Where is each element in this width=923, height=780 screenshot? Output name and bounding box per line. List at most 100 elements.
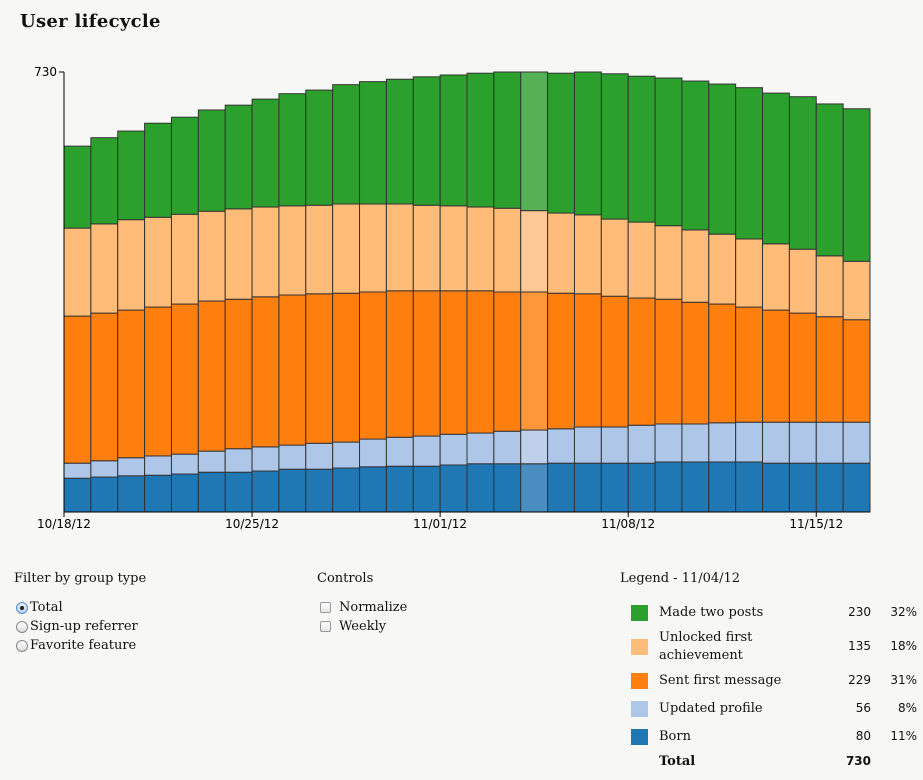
checkbox[interactable] (320, 602, 331, 613)
bar-segment-sent-first-message[interactable] (117, 309, 146, 459)
bar-segment-made-two-posts[interactable] (520, 71, 549, 212)
radio-button-selected[interactable] (16, 601, 28, 614)
bar-segment-sent-first-message[interactable] (224, 298, 253, 450)
bar-segment-updated-profile[interactable] (735, 421, 764, 463)
bar-segment-unlocked-first-achievement[interactable] (359, 203, 387, 293)
bar-segment-unlocked-first-achievement[interactable] (493, 207, 522, 293)
bar-segment-updated-profile[interactable] (573, 426, 602, 464)
bar-segment-updated-profile[interactable] (466, 432, 495, 465)
bar-segment-sent-first-message[interactable] (90, 312, 119, 462)
bar-segment-unlocked-first-achievement[interactable] (412, 204, 441, 292)
bar-segment-born[interactable] (385, 465, 414, 513)
bar-segment-sent-first-message[interactable] (520, 291, 549, 431)
bar-segment-updated-profile[interactable] (385, 436, 414, 467)
bar-segment-made-two-posts[interactable] (278, 93, 307, 207)
bar-segment-made-two-posts[interactable] (493, 71, 522, 209)
bar-segment-sent-first-message[interactable] (842, 319, 871, 423)
bar-segment-made-two-posts[interactable] (627, 75, 656, 223)
bar-segment-updated-profile[interactable] (788, 421, 817, 464)
bar-segment-sent-first-message[interactable] (493, 291, 522, 432)
bar-segment-unlocked-first-achievement[interactable] (600, 218, 629, 297)
bar-segment-born[interactable] (251, 470, 280, 513)
radio-sign-up-referrer[interactable]: Sign-up referrer (16, 617, 138, 636)
bar-segment-updated-profile[interactable] (762, 421, 790, 464)
bar-segment-made-two-posts[interactable] (815, 103, 844, 257)
bar-segment-sent-first-message[interactable] (788, 312, 817, 423)
bar-segment-made-two-posts[interactable] (654, 77, 683, 227)
bar-segment-born[interactable] (681, 461, 710, 513)
bar-segment-made-two-posts[interactable] (842, 108, 871, 262)
bar-segment-sent-first-message[interactable] (385, 290, 414, 438)
bar-segment-sent-first-message[interactable] (251, 296, 280, 448)
bar-segment-sent-first-message[interactable] (654, 298, 683, 425)
bar-segment-made-two-posts[interactable] (251, 98, 280, 208)
bar-segment-updated-profile[interactable] (627, 424, 656, 464)
bar-segment-unlocked-first-achievement[interactable] (63, 227, 92, 317)
bar-segment-updated-profile[interactable] (170, 453, 199, 475)
bar-segment-made-two-posts[interactable] (197, 109, 226, 212)
bar-segment-updated-profile[interactable] (600, 426, 629, 464)
bar-segment-born[interactable] (117, 475, 146, 513)
bar-segment-updated-profile[interactable] (278, 444, 307, 470)
bar-segment-born[interactable] (573, 462, 602, 513)
bar-segment-made-two-posts[interactable] (385, 78, 414, 205)
bar-segment-updated-profile[interactable] (90, 460, 119, 478)
bar-segment-born[interactable] (224, 471, 253, 513)
checkbox-normalize[interactable]: Normalize (320, 598, 407, 617)
bar-segment-born[interactable] (627, 462, 656, 513)
bar-segment-unlocked-first-achievement[interactable] (842, 260, 871, 321)
bar-segment-updated-profile[interactable] (412, 435, 441, 467)
bar-segment-born[interactable] (815, 462, 844, 513)
bar-segment-made-two-posts[interactable] (305, 89, 334, 206)
radio-favorite-feature[interactable]: Favorite feature (16, 636, 136, 655)
bar-segment-made-two-posts[interactable] (547, 72, 575, 214)
bar-segment-unlocked-first-achievement[interactable] (815, 255, 844, 318)
bar-segment-born[interactable] (708, 461, 737, 513)
bar-segment-made-two-posts[interactable] (439, 74, 468, 207)
bar-segment-sent-first-message[interactable] (359, 291, 387, 440)
bar-segment-sent-first-message[interactable] (815, 316, 844, 423)
bar-segment-born[interactable] (63, 477, 92, 513)
bar-segment-made-two-posts[interactable] (735, 87, 764, 240)
bar-segment-born[interactable] (90, 476, 119, 513)
bar-segment-sent-first-message[interactable] (278, 294, 307, 446)
bar-segment-born[interactable] (520, 463, 549, 513)
bar-segment-born[interactable] (547, 462, 575, 513)
bar-segment-updated-profile[interactable] (117, 457, 146, 477)
bar-segment-made-two-posts[interactable] (788, 96, 817, 250)
bar-segment-updated-profile[interactable] (654, 423, 683, 463)
bar-segment-made-two-posts[interactable] (762, 92, 790, 245)
bar-segment-sent-first-message[interactable] (547, 292, 575, 430)
bar-segment-sent-first-message[interactable] (762, 309, 790, 423)
bar-segment-sent-first-message[interactable] (170, 303, 199, 455)
bar-segment-updated-profile[interactable] (708, 422, 737, 463)
bar-segment-unlocked-first-achievement[interactable] (144, 216, 172, 308)
bar-segment-made-two-posts[interactable] (412, 76, 441, 206)
bar-segment-made-two-posts[interactable] (63, 145, 92, 229)
bar-segment-born[interactable] (735, 461, 764, 513)
bar-segment-sent-first-message[interactable] (681, 301, 710, 425)
bar-segment-born[interactable] (278, 468, 307, 513)
bar-segment-born[interactable] (197, 471, 226, 513)
bar-segment-updated-profile[interactable] (144, 455, 172, 476)
bar-segment-born[interactable] (654, 461, 683, 513)
bar-segment-born[interactable] (359, 466, 387, 513)
bar-segment-born[interactable] (305, 468, 334, 513)
bar-segment-made-two-posts[interactable] (573, 71, 602, 216)
bar-segment-sent-first-message[interactable] (197, 300, 226, 452)
bar-segment-updated-profile[interactable] (547, 428, 575, 464)
bar-segment-unlocked-first-achievement[interactable] (90, 223, 119, 314)
bar-segment-unlocked-first-achievement[interactable] (197, 210, 226, 302)
bar-segment-updated-profile[interactable] (63, 462, 92, 479)
bar-segment-unlocked-first-achievement[interactable] (788, 248, 817, 314)
checkbox-weekly[interactable]: Weekly (320, 617, 386, 636)
bar-segment-sent-first-message[interactable] (439, 290, 468, 435)
bar-segment-updated-profile[interactable] (197, 450, 226, 473)
bar-segment-born[interactable] (466, 463, 495, 513)
bar-segment-sent-first-message[interactable] (600, 295, 629, 428)
bar-segment-made-two-posts[interactable] (144, 122, 172, 218)
radio-button[interactable] (16, 639, 28, 652)
bar-segment-born[interactable] (600, 462, 629, 513)
bar-segment-unlocked-first-achievement[interactable] (762, 243, 790, 311)
bar-segment-updated-profile[interactable] (332, 441, 361, 469)
